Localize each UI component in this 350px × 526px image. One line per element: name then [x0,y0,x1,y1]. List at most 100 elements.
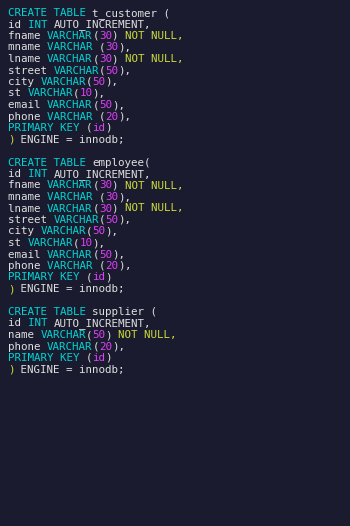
Text: ): ) [112,54,125,64]
Text: ENGINE = innodb;: ENGINE = innodb; [14,365,125,375]
Text: ): ) [105,353,112,363]
Text: ),: ), [119,112,132,122]
Text: VARCHAR: VARCHAR [28,88,73,98]
Text: ,: , [125,261,132,271]
Text: VARCHAR: VARCHAR [41,227,86,237]
Text: ),: ), [119,43,132,53]
Text: VARCHAR: VARCHAR [47,180,92,190]
Text: ENGINE = innodb;: ENGINE = innodb; [14,135,125,145]
Text: PRIMARY KEY: PRIMARY KEY [8,123,86,133]
Text: phone: phone [8,112,47,122]
Text: (: ( [99,66,105,76]
Text: 50: 50 [105,66,119,76]
Text: PRIMARY KEY: PRIMARY KEY [8,353,86,363]
Text: (: ( [92,54,99,64]
Text: (: ( [92,249,99,259]
Text: st: st [8,238,28,248]
Text: 30: 30 [99,180,112,190]
Text: CREATE TABLE: CREATE TABLE [8,157,92,167]
Text: ): ) [105,272,112,282]
Text: 30: 30 [99,31,112,41]
Text: t_customer (: t_customer ( [92,8,170,19]
Text: 50: 50 [99,100,112,110]
Text: ): ) [8,135,14,145]
Text: VARCHAR: VARCHAR [54,66,99,76]
Text: INT: INT [28,319,54,329]
Text: (: ( [99,261,105,271]
Text: VARCHAR: VARCHAR [47,341,92,351]
Text: INT: INT [28,169,54,179]
Text: VARCHAR: VARCHAR [47,204,92,214]
Text: id: id [8,169,28,179]
Text: VARCHAR: VARCHAR [47,112,99,122]
Text: CREATE TABLE: CREATE TABLE [8,307,92,317]
Text: fname: fname [8,31,47,41]
Text: (: ( [99,192,105,202]
Text: (: ( [99,215,105,225]
Text: VARCHAR: VARCHAR [54,215,99,225]
Text: VARCHAR: VARCHAR [41,330,86,340]
Text: 30: 30 [99,204,112,214]
Text: ): ) [8,365,14,375]
Text: 20: 20 [99,341,112,351]
Text: ): ) [119,261,125,271]
Text: (: ( [92,100,99,110]
Text: NOT NULL,: NOT NULL, [125,31,183,41]
Text: ): ) [8,284,14,294]
Text: 30: 30 [105,43,119,53]
Text: mname: mname [8,43,47,53]
Text: NOT NULL,: NOT NULL, [125,204,183,214]
Text: email: email [8,100,47,110]
Text: employee(: employee( [92,157,151,167]
Text: INT: INT [28,19,54,29]
Text: (: ( [99,112,105,122]
Text: name: name [8,330,41,340]
Text: NOT NULL,: NOT NULL, [125,54,183,64]
Text: VARCHAR: VARCHAR [47,54,92,64]
Text: VARCHAR: VARCHAR [47,100,92,110]
Text: (: ( [92,31,99,41]
Text: ENGINE = innodb;: ENGINE = innodb; [14,284,125,294]
Text: (: ( [73,238,79,248]
Text: 30: 30 [99,54,112,64]
Text: city: city [8,227,41,237]
Text: AUTO_INCREMENT,: AUTO_INCREMENT, [54,19,151,31]
Text: 10: 10 [79,88,92,98]
Text: email: email [8,249,47,259]
Text: supplier (: supplier ( [92,307,158,317]
Text: 50: 50 [105,215,119,225]
Text: ): ) [112,204,125,214]
Text: ): ) [105,123,112,133]
Text: ),: ), [105,77,119,87]
Text: phone: phone [8,261,47,271]
Text: lname: lname [8,204,47,214]
Text: ),: ), [119,192,132,202]
Text: ),: ), [119,66,132,76]
Text: ): ) [112,31,125,41]
Text: 50: 50 [92,227,105,237]
Text: id: id [92,353,105,363]
Text: street: street [8,215,54,225]
Text: VARCHAR: VARCHAR [47,31,92,41]
Text: 10: 10 [79,238,92,248]
Text: (: ( [86,353,92,363]
Text: ),: ), [112,341,125,351]
Text: NOT NULL,: NOT NULL, [119,330,177,340]
Text: CREATE TABLE: CREATE TABLE [8,8,92,18]
Text: ),: ), [92,238,105,248]
Text: 20: 20 [105,112,119,122]
Text: NOT NULL,: NOT NULL, [125,180,183,190]
Text: ): ) [112,180,125,190]
Text: (: ( [86,123,92,133]
Text: fname: fname [8,180,47,190]
Text: 50: 50 [99,249,112,259]
Text: VARCHAR: VARCHAR [47,43,99,53]
Text: VARCHAR: VARCHAR [47,261,99,271]
Text: (: ( [86,227,92,237]
Text: 50: 50 [92,77,105,87]
Text: id: id [8,19,28,29]
Text: ),: ), [112,100,125,110]
Text: phone: phone [8,341,47,351]
Text: VARCHAR: VARCHAR [28,238,73,248]
Text: (: ( [73,88,79,98]
